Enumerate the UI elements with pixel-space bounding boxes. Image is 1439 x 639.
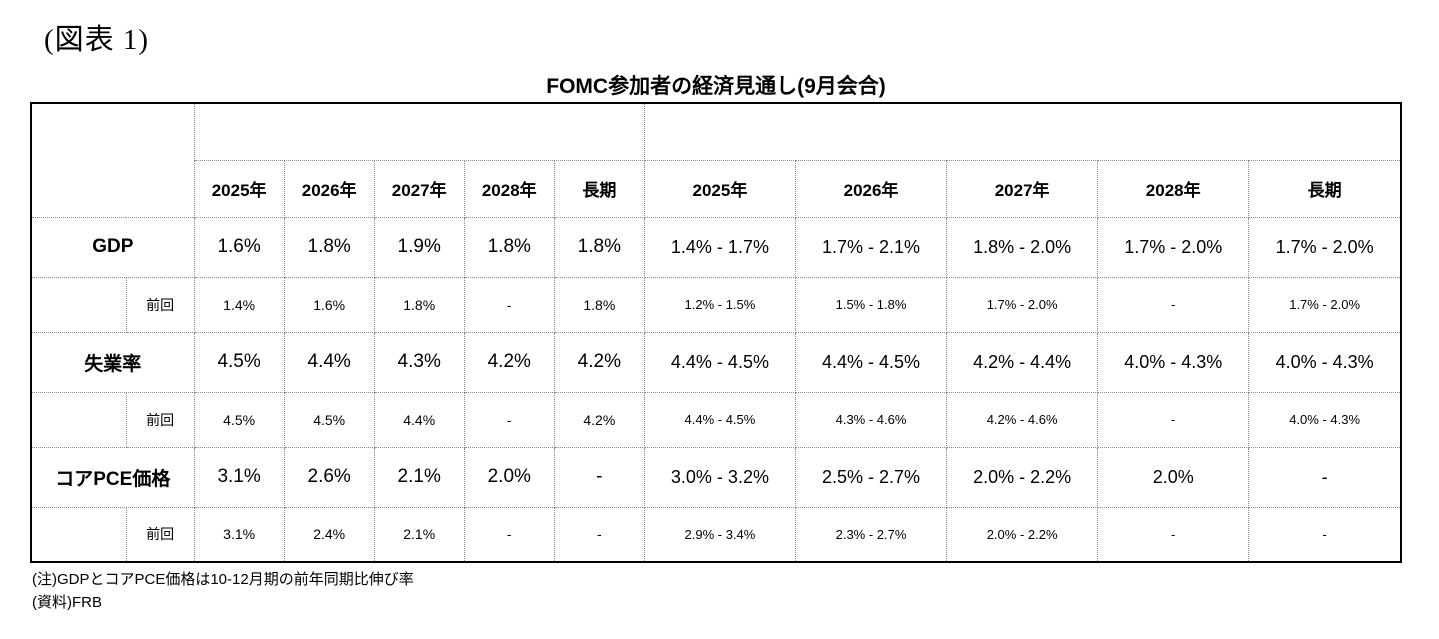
row-unemployment-previous: 前回 4.5% 4.5% 4.4% - 4.2% 4.4% - 4.5% 4.3… (30, 391, 1402, 448)
year-header-range-2026: 2026年 (794, 159, 948, 218)
gdp-prev-median-longrun: 1.8% (553, 276, 645, 333)
year-header-median-longrun: 長期 (553, 159, 645, 218)
pce-median-2025: 3.1% (193, 446, 285, 508)
unemp-range-2027: 4.2% - 4.4% (946, 331, 1099, 393)
row-gdp-previous: 前回 1.4% 1.6% 1.8% - 1.8% 1.2% - 1.5% 1.5… (30, 276, 1402, 333)
unemp-range-2025: 4.4% - 4.5% (643, 331, 796, 393)
unemp-prev-median-2027: 4.4% (373, 391, 465, 448)
pce-range-2026: 2.5% - 2.7% (794, 446, 948, 508)
gdp-prev-range-longrun: 1.7% - 2.0% (1248, 276, 1402, 333)
row-label-core-pce: コアPCE価格 (30, 446, 195, 508)
pce-median-2027: 2.1% (373, 446, 465, 508)
previous-label-gdp: 前回 (125, 276, 195, 333)
pce-prev-range-2028: - (1097, 506, 1250, 563)
gdp-prev-range-2025: 1.2% - 1.5% (643, 276, 796, 333)
gdp-range-longrun: 1.7% - 2.0% (1248, 216, 1402, 278)
pce-median-2028: 2.0% (463, 446, 555, 508)
pce-range-longrun: - (1248, 446, 1402, 508)
year-header-range-2028: 2028年 (1097, 159, 1250, 218)
row-unemployment: 失業率 4.5% 4.4% 4.3% 4.2% 4.2% 4.4% - 4.5%… (30, 331, 1402, 393)
header-median-group-blank (193, 102, 645, 161)
gdp-median-2028: 1.8% (463, 216, 555, 278)
unemp-prev-range-2026: 4.3% - 4.6% (794, 391, 948, 448)
gdp-prev-range-2026: 1.5% - 1.8% (794, 276, 948, 333)
unemp-prev-range-2025: 4.4% - 4.5% (643, 391, 796, 448)
pce-prev-range-longrun: - (1248, 506, 1402, 563)
gdp-range-2028: 1.7% - 2.0% (1097, 216, 1250, 278)
pce-range-2027: 2.0% - 2.2% (946, 446, 1099, 508)
row-spacer (30, 276, 127, 333)
previous-label-core-pce: 前回 (125, 506, 195, 563)
header-corner-blank (30, 102, 195, 218)
year-header-range-2025: 2025年 (643, 159, 796, 218)
gdp-prev-range-2028: - (1097, 276, 1250, 333)
footnote-note: (注)GDPとコアPCE価格は10-12月期の前年同期比伸び率 (32, 571, 414, 588)
footnotes: (注)GDPとコアPCE価格は10-12月期の前年同期比伸び率 (資料)FRB (32, 568, 1439, 614)
gdp-median-2026: 1.8% (283, 216, 375, 278)
pce-range-2025: 3.0% - 3.2% (643, 446, 796, 508)
year-header-median-2027: 2027年 (373, 159, 465, 218)
pce-prev-median-longrun: - (553, 506, 645, 563)
gdp-range-2027: 1.8% - 2.0% (946, 216, 1099, 278)
pce-median-longrun: - (553, 446, 645, 508)
pce-prev-median-2028: - (463, 506, 555, 563)
year-header-range-2027: 2027年 (946, 159, 1099, 218)
header-group-row (30, 102, 1402, 218)
gdp-prev-median-2028: - (463, 276, 555, 333)
gdp-range-2025: 1.4% - 1.7% (643, 216, 796, 278)
unemp-prev-median-2026: 4.5% (283, 391, 375, 448)
unemp-range-longrun: 4.0% - 4.3% (1248, 331, 1402, 393)
unemp-median-2028: 4.2% (463, 331, 555, 393)
gdp-prev-median-2025: 1.4% (193, 276, 285, 333)
unemp-range-2028: 4.0% - 4.3% (1097, 331, 1250, 393)
unemp-prev-range-2027: 4.2% - 4.6% (946, 391, 1099, 448)
row-gdp: GDP 1.6% 1.8% 1.9% 1.8% 1.8% 1.4% - 1.7%… (30, 216, 1402, 278)
table-title: FOMC参加者の経済見通し(9月会合) (546, 75, 886, 98)
row-spacer (30, 506, 127, 563)
row-spacer (30, 391, 127, 448)
figure-label: (図表 1) (44, 24, 150, 56)
unemp-median-2025: 4.5% (193, 331, 285, 393)
row-label-unemployment: 失業率 (30, 331, 195, 393)
pce-prev-range-2025: 2.9% - 3.4% (643, 506, 796, 563)
gdp-median-2027: 1.9% (373, 216, 465, 278)
gdp-median-longrun: 1.8% (553, 216, 645, 278)
unemp-prev-range-longrun: 4.0% - 4.3% (1248, 391, 1402, 448)
unemp-prev-median-2028: - (463, 391, 555, 448)
gdp-prev-median-2027: 1.8% (373, 276, 465, 333)
pce-prev-range-2027: 2.0% - 2.2% (946, 506, 1099, 563)
unemp-median-2026: 4.4% (283, 331, 375, 393)
footnote-source: (資料)FRB (32, 594, 102, 611)
unemp-median-2027: 4.3% (373, 331, 465, 393)
pce-range-2028: 2.0% (1097, 446, 1250, 508)
year-header-median-2025: 2025年 (193, 159, 285, 218)
header-year-row: 2025年 2026年 2027年 2028年 長期 2025年 2026年 2… (31, 159, 1402, 218)
gdp-median-2025: 1.6% (193, 216, 285, 278)
year-header-range-longrun: 長期 (1248, 159, 1402, 218)
unemp-prev-median-2025: 4.5% (193, 391, 285, 448)
header-range-group-blank (643, 102, 1402, 161)
year-header-median-2028: 2028年 (463, 159, 555, 218)
unemp-prev-range-2028: - (1097, 391, 1250, 448)
pce-prev-median-2025: 3.1% (193, 506, 285, 563)
pce-median-2026: 2.6% (283, 446, 375, 508)
row-label-gdp: GDP (30, 216, 195, 278)
pce-prev-median-2026: 2.4% (283, 506, 375, 563)
unemp-range-2026: 4.4% - 4.5% (794, 331, 948, 393)
year-header-median-2026: 2026年 (283, 159, 375, 218)
gdp-prev-median-2026: 1.6% (283, 276, 375, 333)
previous-label-unemployment: 前回 (125, 391, 195, 448)
unemp-median-longrun: 4.2% (553, 331, 645, 393)
gdp-prev-range-2027: 1.7% - 2.0% (946, 276, 1099, 333)
unemp-prev-median-longrun: 4.2% (553, 391, 645, 448)
gdp-range-2026: 1.7% - 2.1% (794, 216, 948, 278)
row-core-pce: コアPCE価格 3.1% 2.6% 2.1% 2.0% - 3.0% - 3.2… (30, 446, 1402, 508)
pce-prev-range-2026: 2.3% - 2.7% (794, 506, 948, 563)
pce-prev-median-2027: 2.1% (373, 506, 465, 563)
fomc-projection-table: 2025年 2026年 2027年 2028年 長期 2025年 2026年 2… (30, 102, 1402, 563)
row-core-pce-previous: 前回 3.1% 2.4% 2.1% - - 2.9% - 3.4% 2.3% -… (30, 506, 1402, 563)
